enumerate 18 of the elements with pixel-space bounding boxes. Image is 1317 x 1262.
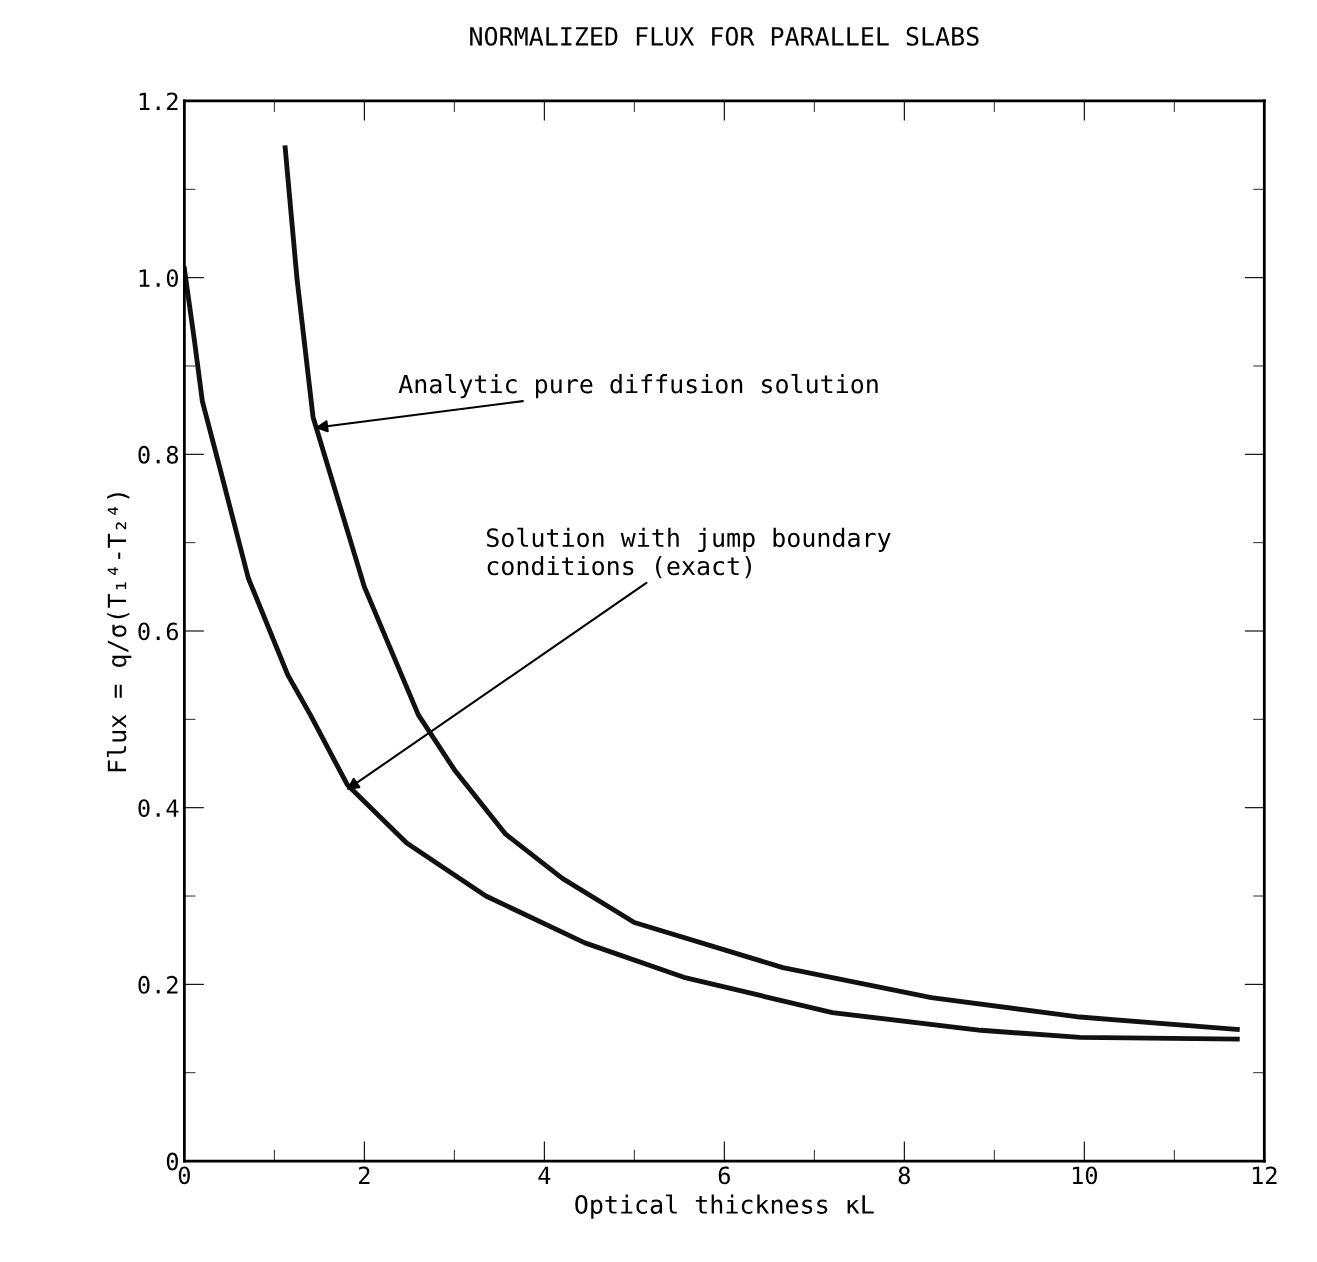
- x-tick-label: 4: [538, 1166, 551, 1184]
- y-tick-label: 0.6: [138, 622, 178, 641]
- annotation: Analytic pure diffusion solution: [398, 373, 878, 399]
- x-axis-title: Optical thickness κL: [575, 1194, 874, 1219]
- y-tick-label: 0: [166, 1152, 178, 1171]
- y-tick-label: 1.2: [139, 92, 178, 110]
- x-tick-label: 8: [898, 1166, 910, 1185]
- chart-title: NORMALIZED FLUX FOR PARALLEL SLABS: [470, 26, 979, 46]
- x-tick-label: 10: [1072, 1166, 1098, 1185]
- x-tick-label: 6: [718, 1166, 730, 1185]
- annotation: Solution with jump boundary conditions (exact): [486, 527, 891, 579]
- y-tick-label: 0.2: [138, 975, 178, 994]
- y-tick-label: 1.0: [139, 269, 178, 288]
- x-tick-label: 2: [359, 1166, 370, 1184]
- y-tick-label: 0.8: [138, 445, 179, 464]
- y-axis-title: Flux = q/σ(T₁⁴-T₂⁴): [106, 493, 132, 772]
- x-tick-label: 12: [1252, 1166, 1277, 1184]
- y-tick-label: 0.4: [138, 799, 179, 818]
